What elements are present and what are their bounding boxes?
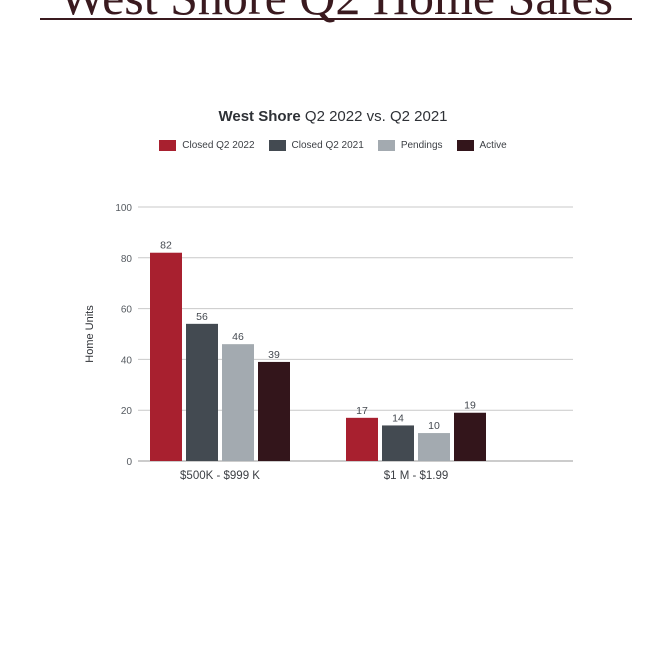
legend-swatch <box>456 140 474 151</box>
y-tick-label: 0 <box>126 457 132 468</box>
legend-item-active: Active <box>456 140 507 151</box>
legend-item-pendings: Pendings <box>377 140 443 151</box>
chart-title-bold: West Shore <box>218 108 301 125</box>
legend-label: Pendings <box>400 140 443 151</box>
legend-label: Closed Q2 2021 <box>291 140 364 151</box>
bar <box>382 425 414 461</box>
data-label: 17 <box>356 405 368 417</box>
bar <box>222 344 254 461</box>
data-label: 39 <box>268 349 280 361</box>
page-heading: West Shore Q2 Home Sales <box>40 0 632 22</box>
bar <box>150 252 182 461</box>
y-tick-label: 20 <box>121 406 133 417</box>
data-label: 82 <box>160 240 172 252</box>
heading-underline <box>40 18 632 20</box>
legend-label: Closed Q2 2022 <box>182 140 255 151</box>
legend-item-closed-q2-2021: Closed Q2 2021 <box>268 140 364 151</box>
data-label: 14 <box>392 412 404 424</box>
legend-item-closed-q2-2022: Closed Q2 2022 <box>159 140 255 151</box>
legend-swatch <box>377 140 395 151</box>
legend-swatch <box>268 140 286 151</box>
y-tick-label: 100 <box>115 203 132 214</box>
bar <box>418 433 450 461</box>
bar <box>346 417 378 461</box>
bar <box>258 361 290 461</box>
y-tick-label: 60 <box>121 305 133 316</box>
bar <box>186 323 218 461</box>
x-tick-label: $500K - $999 K <box>180 470 260 482</box>
data-label: 19 <box>464 400 476 412</box>
x-tick-label: $1 M - $1.99 <box>384 470 449 482</box>
data-label: 10 <box>428 420 440 432</box>
y-tick-label: 40 <box>121 355 133 366</box>
chart-title-rest: Q2 2022 vs. Q2 2021 <box>300 108 448 125</box>
y-axis-label: Home Units <box>84 305 96 363</box>
chart-title: West Shore Q2 2022 vs. Q2 2021 <box>0 108 666 125</box>
bar <box>454 412 486 461</box>
chart-legend: Closed Q2 2022 Closed Q2 2021 Pendings A… <box>0 140 666 151</box>
legend-label: Active <box>479 140 507 151</box>
legend-swatch <box>159 140 177 151</box>
data-label: 56 <box>196 311 208 323</box>
data-label: 46 <box>232 331 244 343</box>
y-tick-label: 80 <box>121 254 133 265</box>
